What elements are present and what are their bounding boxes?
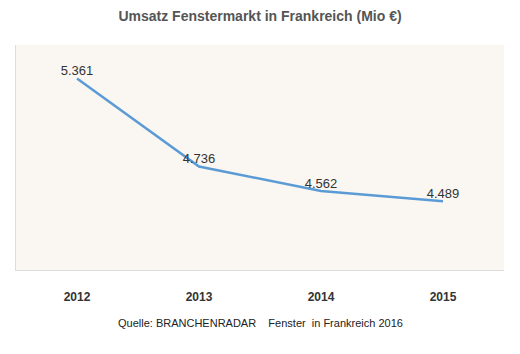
svg-text:2015: 2015	[430, 290, 457, 304]
svg-text:4.562: 4.562	[305, 176, 338, 191]
svg-text:2012: 2012	[64, 290, 91, 304]
svg-text:2014: 2014	[308, 290, 335, 304]
svg-text:Quelle: BRANCHENRADAR Fenst: Quelle: BRANCHENRADAR Fenster in Frankre…	[118, 317, 403, 329]
svg-text:2013: 2013	[186, 290, 213, 304]
svg-text:5.361: 5.361	[61, 63, 94, 78]
svg-text:4.736: 4.736	[183, 151, 216, 166]
svg-text:Umsatz Fenstermarkt in Frankre: Umsatz Fenstermarkt in Frankreich (Mio €…	[118, 8, 401, 24]
svg-text:4.489: 4.489	[427, 186, 460, 201]
